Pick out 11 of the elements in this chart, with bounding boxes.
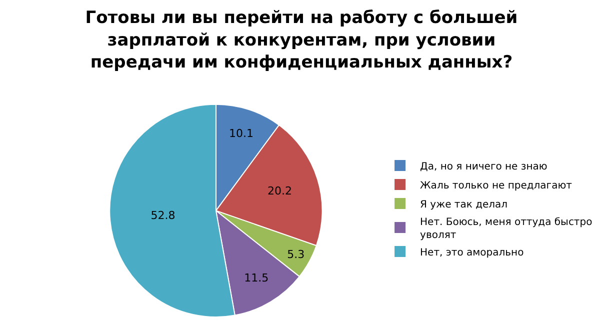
legend-label: Я уже так делал <box>420 199 508 210</box>
legend-label: Да, но я ничего не знаю <box>420 161 548 172</box>
legend-label: Жаль только не предлагают <box>420 180 572 192</box>
data-label: 11.5 <box>244 272 269 284</box>
chart-title: Готовы ли вы перейти на работу с большей зарплатой к конкурентам, при условии передачи им конфиденциальных данных? <box>85 8 518 72</box>
data-label: 5.3 <box>287 248 305 262</box>
legend-label: Нет, это аморально <box>420 247 524 258</box>
data-label: 52.8 <box>150 208 176 222</box>
data-label: 10.1 <box>229 127 254 140</box>
data-label: 20.2 <box>267 184 292 198</box>
legend-label: Нет. Боюсь, меня оттуда быстро уволят <box>420 216 592 241</box>
